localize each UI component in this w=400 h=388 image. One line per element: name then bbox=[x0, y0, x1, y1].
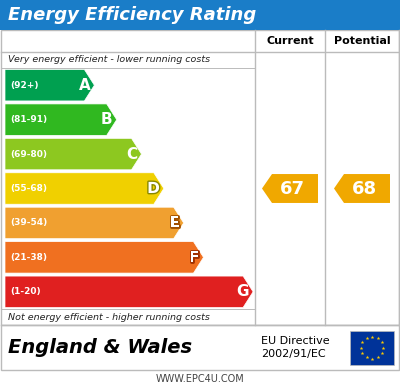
Text: (69-80): (69-80) bbox=[10, 149, 47, 159]
Text: Potential: Potential bbox=[334, 36, 390, 46]
Polygon shape bbox=[334, 174, 390, 203]
Polygon shape bbox=[5, 242, 204, 273]
Text: 68: 68 bbox=[352, 180, 376, 197]
Text: (21-38): (21-38) bbox=[10, 253, 47, 262]
Text: C: C bbox=[126, 147, 138, 161]
Polygon shape bbox=[5, 173, 164, 204]
Bar bbox=[0, 0, 400, 30]
Text: EU Directive
2002/91/EC: EU Directive 2002/91/EC bbox=[261, 336, 330, 359]
Text: Very energy efficient - lower running costs: Very energy efficient - lower running co… bbox=[8, 55, 210, 64]
Text: WWW.EPC4U.COM: WWW.EPC4U.COM bbox=[156, 374, 244, 384]
Text: Current: Current bbox=[266, 36, 314, 46]
Polygon shape bbox=[262, 174, 318, 203]
Text: A: A bbox=[79, 78, 90, 93]
Text: (1-20): (1-20) bbox=[10, 287, 41, 296]
Text: E: E bbox=[169, 215, 180, 230]
Text: Not energy efficient - higher running costs: Not energy efficient - higher running co… bbox=[8, 312, 210, 322]
Polygon shape bbox=[5, 139, 142, 170]
Bar bbox=[1, 30, 399, 325]
Text: (92+): (92+) bbox=[10, 81, 38, 90]
Text: Energy Efficiency Rating: Energy Efficiency Rating bbox=[8, 6, 256, 24]
Polygon shape bbox=[5, 69, 94, 101]
Text: England & Wales: England & Wales bbox=[8, 338, 192, 357]
Bar bbox=[1, 325, 399, 370]
Text: B: B bbox=[101, 112, 113, 127]
Text: (55-68): (55-68) bbox=[10, 184, 47, 193]
Text: F: F bbox=[189, 250, 200, 265]
Polygon shape bbox=[5, 104, 117, 135]
Text: D: D bbox=[147, 181, 160, 196]
Text: 67: 67 bbox=[280, 180, 304, 197]
Text: G: G bbox=[236, 284, 249, 299]
Text: (39-54): (39-54) bbox=[10, 218, 47, 227]
Bar bbox=[350, 331, 394, 364]
Polygon shape bbox=[5, 207, 184, 239]
Text: (81-91): (81-91) bbox=[10, 115, 47, 124]
Polygon shape bbox=[5, 276, 253, 308]
